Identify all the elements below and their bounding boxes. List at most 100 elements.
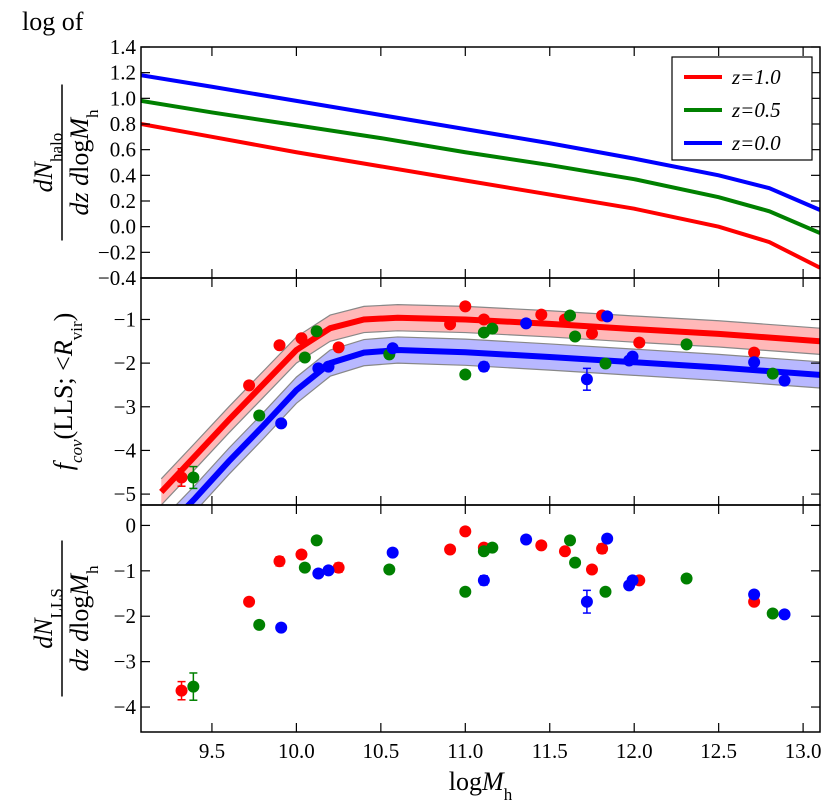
y-tick-label: −3 [114, 650, 136, 674]
y-tick-label: 0.0 [110, 215, 136, 239]
y-tick-label: −3 [114, 395, 136, 419]
point [383, 563, 396, 576]
point [766, 367, 779, 380]
x-tick-label: 12.5 [700, 739, 737, 763]
point [486, 322, 499, 335]
label-part: R [49, 340, 78, 357]
point [310, 325, 323, 338]
axis-label: dz dlogMh [65, 565, 102, 672]
label-part: M [481, 767, 505, 796]
axis-label: fcov(LLS; <Rvir) [49, 313, 86, 471]
label-part: vir [67, 321, 86, 340]
label-part: ) [49, 313, 78, 322]
y-tick-label: −1 [114, 307, 136, 331]
point [564, 534, 577, 547]
point [386, 342, 399, 355]
point [626, 574, 639, 587]
point [580, 595, 593, 608]
point [596, 542, 609, 555]
band-edge [160, 304, 820, 480]
y-tick-label: 0.2 [110, 189, 136, 213]
point [175, 684, 188, 697]
point [312, 567, 325, 580]
point [569, 330, 582, 343]
point [444, 543, 457, 556]
point [569, 556, 582, 569]
y-tick-label: 0.6 [110, 138, 136, 162]
line [141, 73, 820, 212]
y-tick-label: 1.2 [110, 61, 136, 85]
point [633, 336, 646, 349]
point [187, 471, 200, 484]
label-part: dz d [65, 172, 94, 216]
label-part: h [83, 109, 102, 118]
point [322, 564, 335, 577]
label-part: h [504, 785, 513, 804]
point [477, 574, 490, 587]
band [161, 304, 820, 505]
point [778, 608, 791, 621]
point [253, 409, 266, 422]
point [477, 313, 490, 326]
label-part: dN [29, 160, 58, 192]
point [298, 561, 311, 574]
point [275, 621, 288, 634]
point [312, 362, 325, 375]
point [273, 339, 286, 352]
point [564, 309, 577, 322]
label-part: (LLS; < [49, 356, 78, 439]
point [477, 360, 490, 373]
legend-label: z=0.5 [731, 98, 781, 122]
x-tick-label: 13.0 [785, 739, 822, 763]
label-part: LLS [47, 588, 66, 618]
label-part: dz d [65, 628, 94, 672]
line [141, 98, 820, 235]
point [486, 541, 499, 554]
label-part: M [65, 573, 94, 597]
point [626, 350, 639, 363]
point [175, 471, 188, 484]
axis-label: dz dlogMh [65, 109, 102, 216]
axis-label: dNLLS [29, 588, 66, 649]
point [558, 545, 571, 558]
point [298, 351, 311, 364]
label-part: h [83, 565, 102, 574]
legend-label: z=1.0 [731, 65, 781, 89]
plot-area [159, 300, 820, 505]
point [459, 300, 472, 313]
point [243, 379, 256, 392]
point [332, 561, 345, 574]
axis-label: logMh [449, 767, 513, 804]
point [275, 417, 288, 430]
label-part: cov [67, 439, 86, 463]
point [386, 546, 399, 559]
plot-area [141, 73, 820, 270]
axis-label: dNhalo [29, 133, 66, 193]
label-part: f [49, 459, 78, 470]
point [444, 318, 457, 331]
point [273, 555, 286, 568]
point [748, 356, 761, 369]
line [159, 314, 820, 494]
label-part: log [65, 140, 94, 173]
label-part: log [65, 596, 94, 629]
point [680, 338, 693, 351]
point [599, 585, 612, 598]
x-tick-label: 10.5 [362, 739, 399, 763]
point [295, 548, 308, 561]
label-part: halo [47, 133, 66, 162]
band-edge [200, 362, 820, 505]
x-tick-label: 11.5 [532, 739, 568, 763]
header-text: log of [22, 7, 84, 36]
panel-frame [140, 504, 821, 733]
y-label: fcov(LLS; <Rvir) [49, 313, 86, 471]
point [585, 327, 598, 340]
point [520, 317, 533, 330]
plot-area [175, 525, 791, 701]
line [141, 122, 820, 270]
point [535, 539, 548, 552]
x-tick-label: 11.0 [447, 739, 483, 763]
